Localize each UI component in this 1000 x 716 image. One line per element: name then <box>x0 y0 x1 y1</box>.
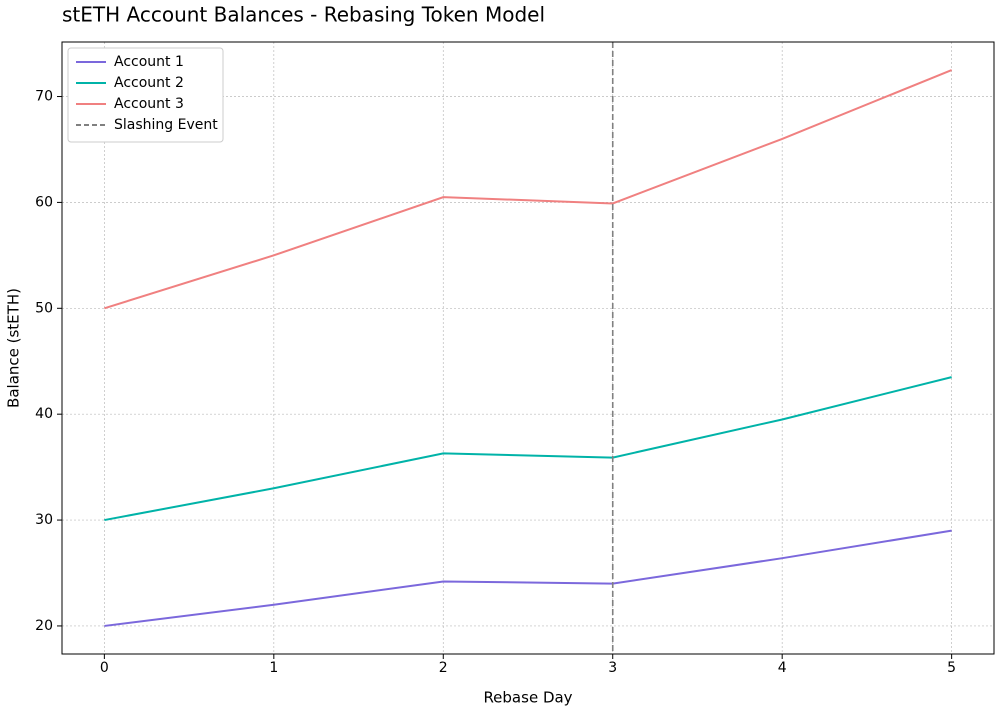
legend: Account 1 Account 2 Account 3 Slashing Even… <box>67 47 224 143</box>
legend-box <box>67 47 224 143</box>
x-tick-label: 3 <box>608 660 617 676</box>
series-line <box>104 529 952 627</box>
chart-title: stETH Account Balances - Rebasing Token … <box>62 3 545 27</box>
plot-frame <box>61 41 995 655</box>
y-axis-label: Balance (stETH) <box>5 288 23 408</box>
legend-label: Account 3 <box>114 96 184 112</box>
x-tick-label: 1 <box>269 660 278 676</box>
x-tick-label: 5 <box>947 660 956 676</box>
y-tick-label: 60 <box>35 194 53 210</box>
y-tick-label: 70 <box>35 89 53 105</box>
y-tick-label: 50 <box>35 300 53 316</box>
x-tick-label: 2 <box>439 660 448 676</box>
x-tick-label: 0 <box>100 660 109 676</box>
legend-label: Account 2 <box>114 75 184 91</box>
series-line <box>104 69 953 310</box>
y-tick-label: 30 <box>35 512 53 528</box>
legend-label: Slashing Event <box>114 117 218 133</box>
series-line <box>104 376 952 522</box>
x-tick-label: 4 <box>778 660 787 676</box>
x-axis-label: Rebase Day <box>483 689 572 707</box>
y-tick-label: 40 <box>35 406 53 422</box>
legend-label: Account 1 <box>114 54 184 70</box>
y-tick-label: 20 <box>35 618 53 634</box>
